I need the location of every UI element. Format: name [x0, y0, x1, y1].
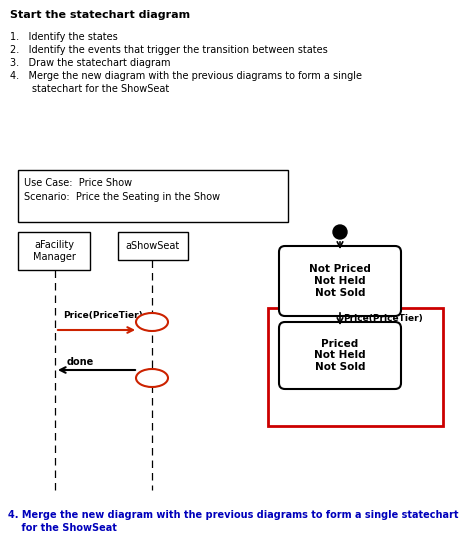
Text: aFacility
Manager: aFacility Manager — [33, 240, 75, 262]
Text: Scenario:  Price the Seating in the Show: Scenario: Price the Seating in the Show — [24, 192, 220, 202]
FancyBboxPatch shape — [279, 322, 401, 389]
Circle shape — [333, 225, 347, 239]
Ellipse shape — [136, 313, 168, 331]
Text: aShowSeat: aShowSeat — [126, 241, 180, 251]
Text: done: done — [67, 357, 94, 367]
Text: Not Priced
Not Held
Not Sold: Not Priced Not Held Not Sold — [309, 265, 371, 297]
Text: Start the statechart diagram: Start the statechart diagram — [10, 10, 190, 20]
FancyBboxPatch shape — [268, 308, 443, 426]
FancyBboxPatch shape — [118, 232, 188, 260]
FancyBboxPatch shape — [279, 246, 401, 316]
Text: 2.   Identify the events that trigger the transition between states: 2. Identify the events that trigger the … — [10, 45, 328, 55]
FancyBboxPatch shape — [18, 232, 90, 270]
Text: 3.   Draw the statechart diagram: 3. Draw the statechart diagram — [10, 58, 170, 68]
Text: Price(PriceTier): Price(PriceTier) — [63, 311, 143, 320]
Text: Price(PriceTier): Price(PriceTier) — [343, 315, 423, 324]
Text: for the ShowSeat: for the ShowSeat — [8, 523, 117, 533]
Text: 4. Merge the new diagram with the previous diagrams to form a single statechart: 4. Merge the new diagram with the previo… — [8, 510, 459, 520]
Text: Priced
Not Held
Not Sold: Priced Not Held Not Sold — [314, 339, 366, 372]
Ellipse shape — [136, 369, 168, 387]
Text: 4.   Merge the new diagram with the previous diagrams to form a single: 4. Merge the new diagram with the previo… — [10, 71, 362, 81]
Text: statechart for the ShowSeat: statechart for the ShowSeat — [10, 84, 169, 94]
FancyBboxPatch shape — [18, 170, 288, 222]
Text: Use Case:  Price Show: Use Case: Price Show — [24, 178, 132, 188]
Text: 1.   Identify the states: 1. Identify the states — [10, 32, 118, 42]
